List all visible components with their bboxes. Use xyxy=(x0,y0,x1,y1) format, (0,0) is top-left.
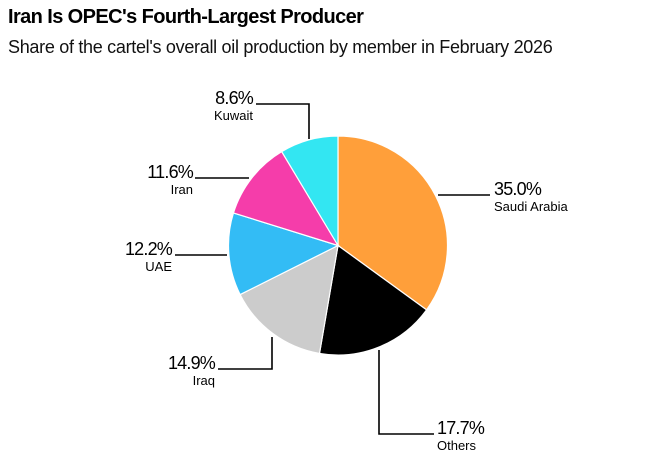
label-iraq: 14.9% Iraq xyxy=(167,353,216,388)
label-value: 12.2% xyxy=(124,239,173,259)
label-saudi-arabia: 35.0% Saudi Arabia xyxy=(494,180,568,213)
chart-title: Iran Is OPEC's Fourth-Largest Producer xyxy=(8,6,364,28)
pie-slice-iraq xyxy=(239,244,339,355)
label-kuwait: 8.6% Kuwait xyxy=(213,88,254,123)
leader-line-others xyxy=(378,350,434,435)
label-iran: 11.6% Iran xyxy=(147,163,193,196)
leader-line-kuwait xyxy=(256,103,310,139)
label-name: Iran xyxy=(170,182,193,197)
leader-lines xyxy=(175,103,490,435)
label-name: UAE xyxy=(145,259,172,274)
pie-slices xyxy=(227,135,449,356)
label-name: Kuwait xyxy=(213,108,253,123)
label-name: Saudi Arabia xyxy=(494,199,568,214)
chart-subtitle: Share of the cartel's overall oil produc… xyxy=(8,37,553,57)
pie-slice-saudi-arabia xyxy=(337,135,449,311)
label-others: 17.7% Others xyxy=(437,418,485,453)
leader-line-iraq xyxy=(218,337,273,370)
label-name: Iraq xyxy=(192,373,215,388)
label-name: Others xyxy=(437,438,477,453)
pie-slice-iran xyxy=(232,150,340,247)
label-value: 35.0% xyxy=(494,179,542,199)
label-value: 14.9% xyxy=(167,353,216,373)
pie-slice-kuwait xyxy=(280,135,339,248)
pie-slice-uae xyxy=(227,212,340,296)
label-uae: 12.2% UAE xyxy=(124,239,173,274)
label-value: 8.6% xyxy=(215,88,254,108)
label-value: 11.6% xyxy=(147,162,193,182)
pie-slice-others xyxy=(318,244,428,356)
label-value: 17.7% xyxy=(437,418,485,438)
